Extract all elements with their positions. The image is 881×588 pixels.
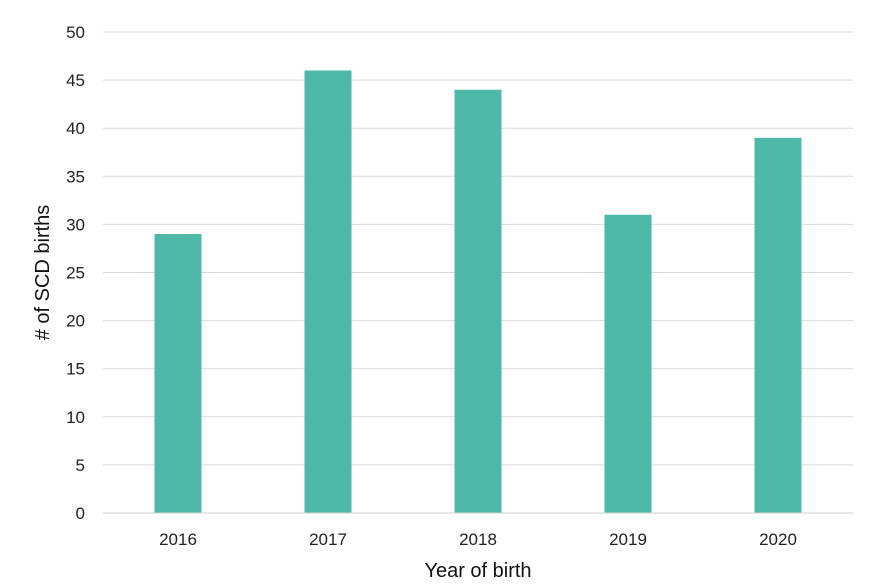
y-tick-label-25: 25 [66, 264, 85, 283]
x-tick-label-2016: 2016 [159, 530, 197, 549]
x-tick-labels: 2016 2017 2018 2019 2020 [159, 530, 797, 549]
y-tick-label-20: 20 [66, 312, 85, 331]
x-tick-label-2020: 2020 [759, 530, 797, 549]
x-tick-label-2019: 2019 [609, 530, 647, 549]
y-tick-label-35: 35 [66, 167, 85, 186]
y-tick-label-10: 10 [66, 408, 85, 427]
y-tick-label-30: 30 [66, 215, 85, 234]
y-tick-label-45: 45 [66, 71, 85, 90]
y-tick-label-15: 15 [66, 360, 85, 379]
bar-2020 [754, 137, 802, 513]
y-tick-label-40: 40 [66, 119, 85, 138]
y-tick-labels: 0 5 10 15 20 25 30 35 40 45 50 [66, 23, 85, 523]
y-tick-label-0: 0 [76, 504, 85, 523]
x-tick-label-2017: 2017 [309, 530, 347, 549]
y-tick-label-5: 5 [76, 456, 85, 475]
bar-2016 [154, 234, 202, 513]
bar-2018 [454, 89, 502, 513]
bar-2017 [304, 70, 352, 513]
bar-2019 [604, 214, 652, 513]
y-axis-title: # of SCD births [32, 205, 54, 341]
x-axis-title: Year of birth [424, 560, 531, 582]
x-tick-label-2018: 2018 [459, 530, 497, 549]
bars [154, 70, 802, 513]
y-tick-label-50: 50 [66, 23, 85, 42]
